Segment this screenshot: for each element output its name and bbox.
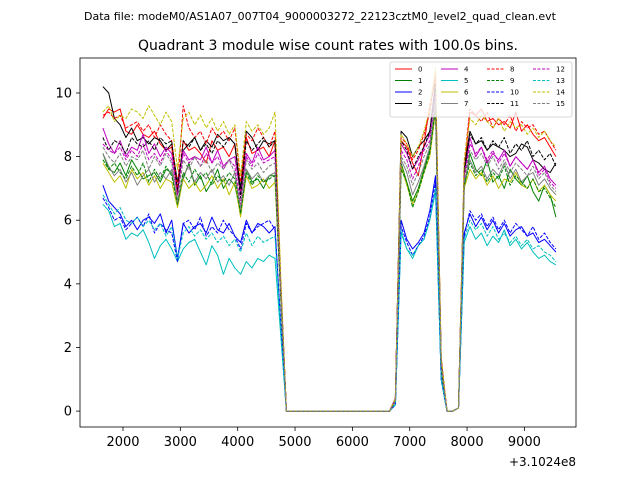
x-tick-label: 8000	[451, 435, 484, 450]
series-11-line	[102, 86, 557, 412]
legend-label-12: 12	[556, 66, 565, 74]
y-tick-label: 10	[55, 86, 72, 101]
series-10-line	[102, 181, 557, 412]
x-offset-label: +3.1024e8	[509, 455, 576, 469]
legend-label-2: 2	[418, 89, 422, 97]
series-6-line	[102, 111, 557, 412]
x-tick-label: 7000	[393, 435, 426, 450]
series-14-line	[102, 67, 557, 412]
file-label: Data file: modeM0/AS1A07_007T04_90000032…	[84, 10, 557, 23]
x-tick-label: 4000	[221, 435, 254, 450]
series-1-line	[102, 105, 557, 412]
legend-label-6: 6	[464, 89, 469, 97]
series-12-line	[102, 95, 557, 412]
x-tick-label: 2000	[106, 435, 139, 450]
y-tick-label: 8	[64, 150, 72, 165]
axes: 2000 3000 4000 5000 6000 7000 8000 9000 0 2 4 6 8 10	[55, 86, 540, 450]
legend-label-3: 3	[418, 100, 422, 108]
y-tick-label: 2	[64, 341, 72, 356]
legend-label-13: 13	[556, 77, 565, 85]
legend-label-4: 4	[464, 66, 469, 74]
series-2-line	[102, 175, 557, 412]
series-9-line	[102, 108, 557, 412]
x-tick-label: 6000	[336, 435, 369, 450]
legend-label-5: 5	[464, 77, 468, 85]
legend-label-9: 9	[510, 77, 514, 85]
x-tick-label: 5000	[278, 435, 311, 450]
y-tick-label: 6	[64, 214, 72, 229]
legend-label-10: 10	[510, 89, 519, 97]
series-15-line	[102, 98, 557, 412]
y-tick-label: 4	[64, 277, 72, 292]
chart-title: Quadrant 3 module wise count rates with …	[138, 38, 518, 54]
legend-label-0: 0	[418, 66, 422, 74]
x-tick-label: 9000	[508, 435, 541, 450]
legend-label-15: 15	[556, 100, 565, 108]
series-8-line	[102, 73, 557, 412]
legend-label-7: 7	[464, 100, 468, 108]
series-0-line	[102, 79, 557, 412]
legend-box	[389, 61, 573, 118]
legend-label-11: 11	[510, 100, 519, 108]
legend-label-1: 1	[418, 77, 422, 85]
legend-label-14: 14	[556, 89, 565, 97]
y-tick-label: 0	[64, 405, 72, 420]
series-13-line	[102, 187, 557, 412]
x-tick-label: 3000	[164, 435, 197, 450]
legend-label-8: 8	[510, 66, 514, 74]
plot-frame	[79, 57, 577, 428]
series-layer	[102, 67, 557, 412]
